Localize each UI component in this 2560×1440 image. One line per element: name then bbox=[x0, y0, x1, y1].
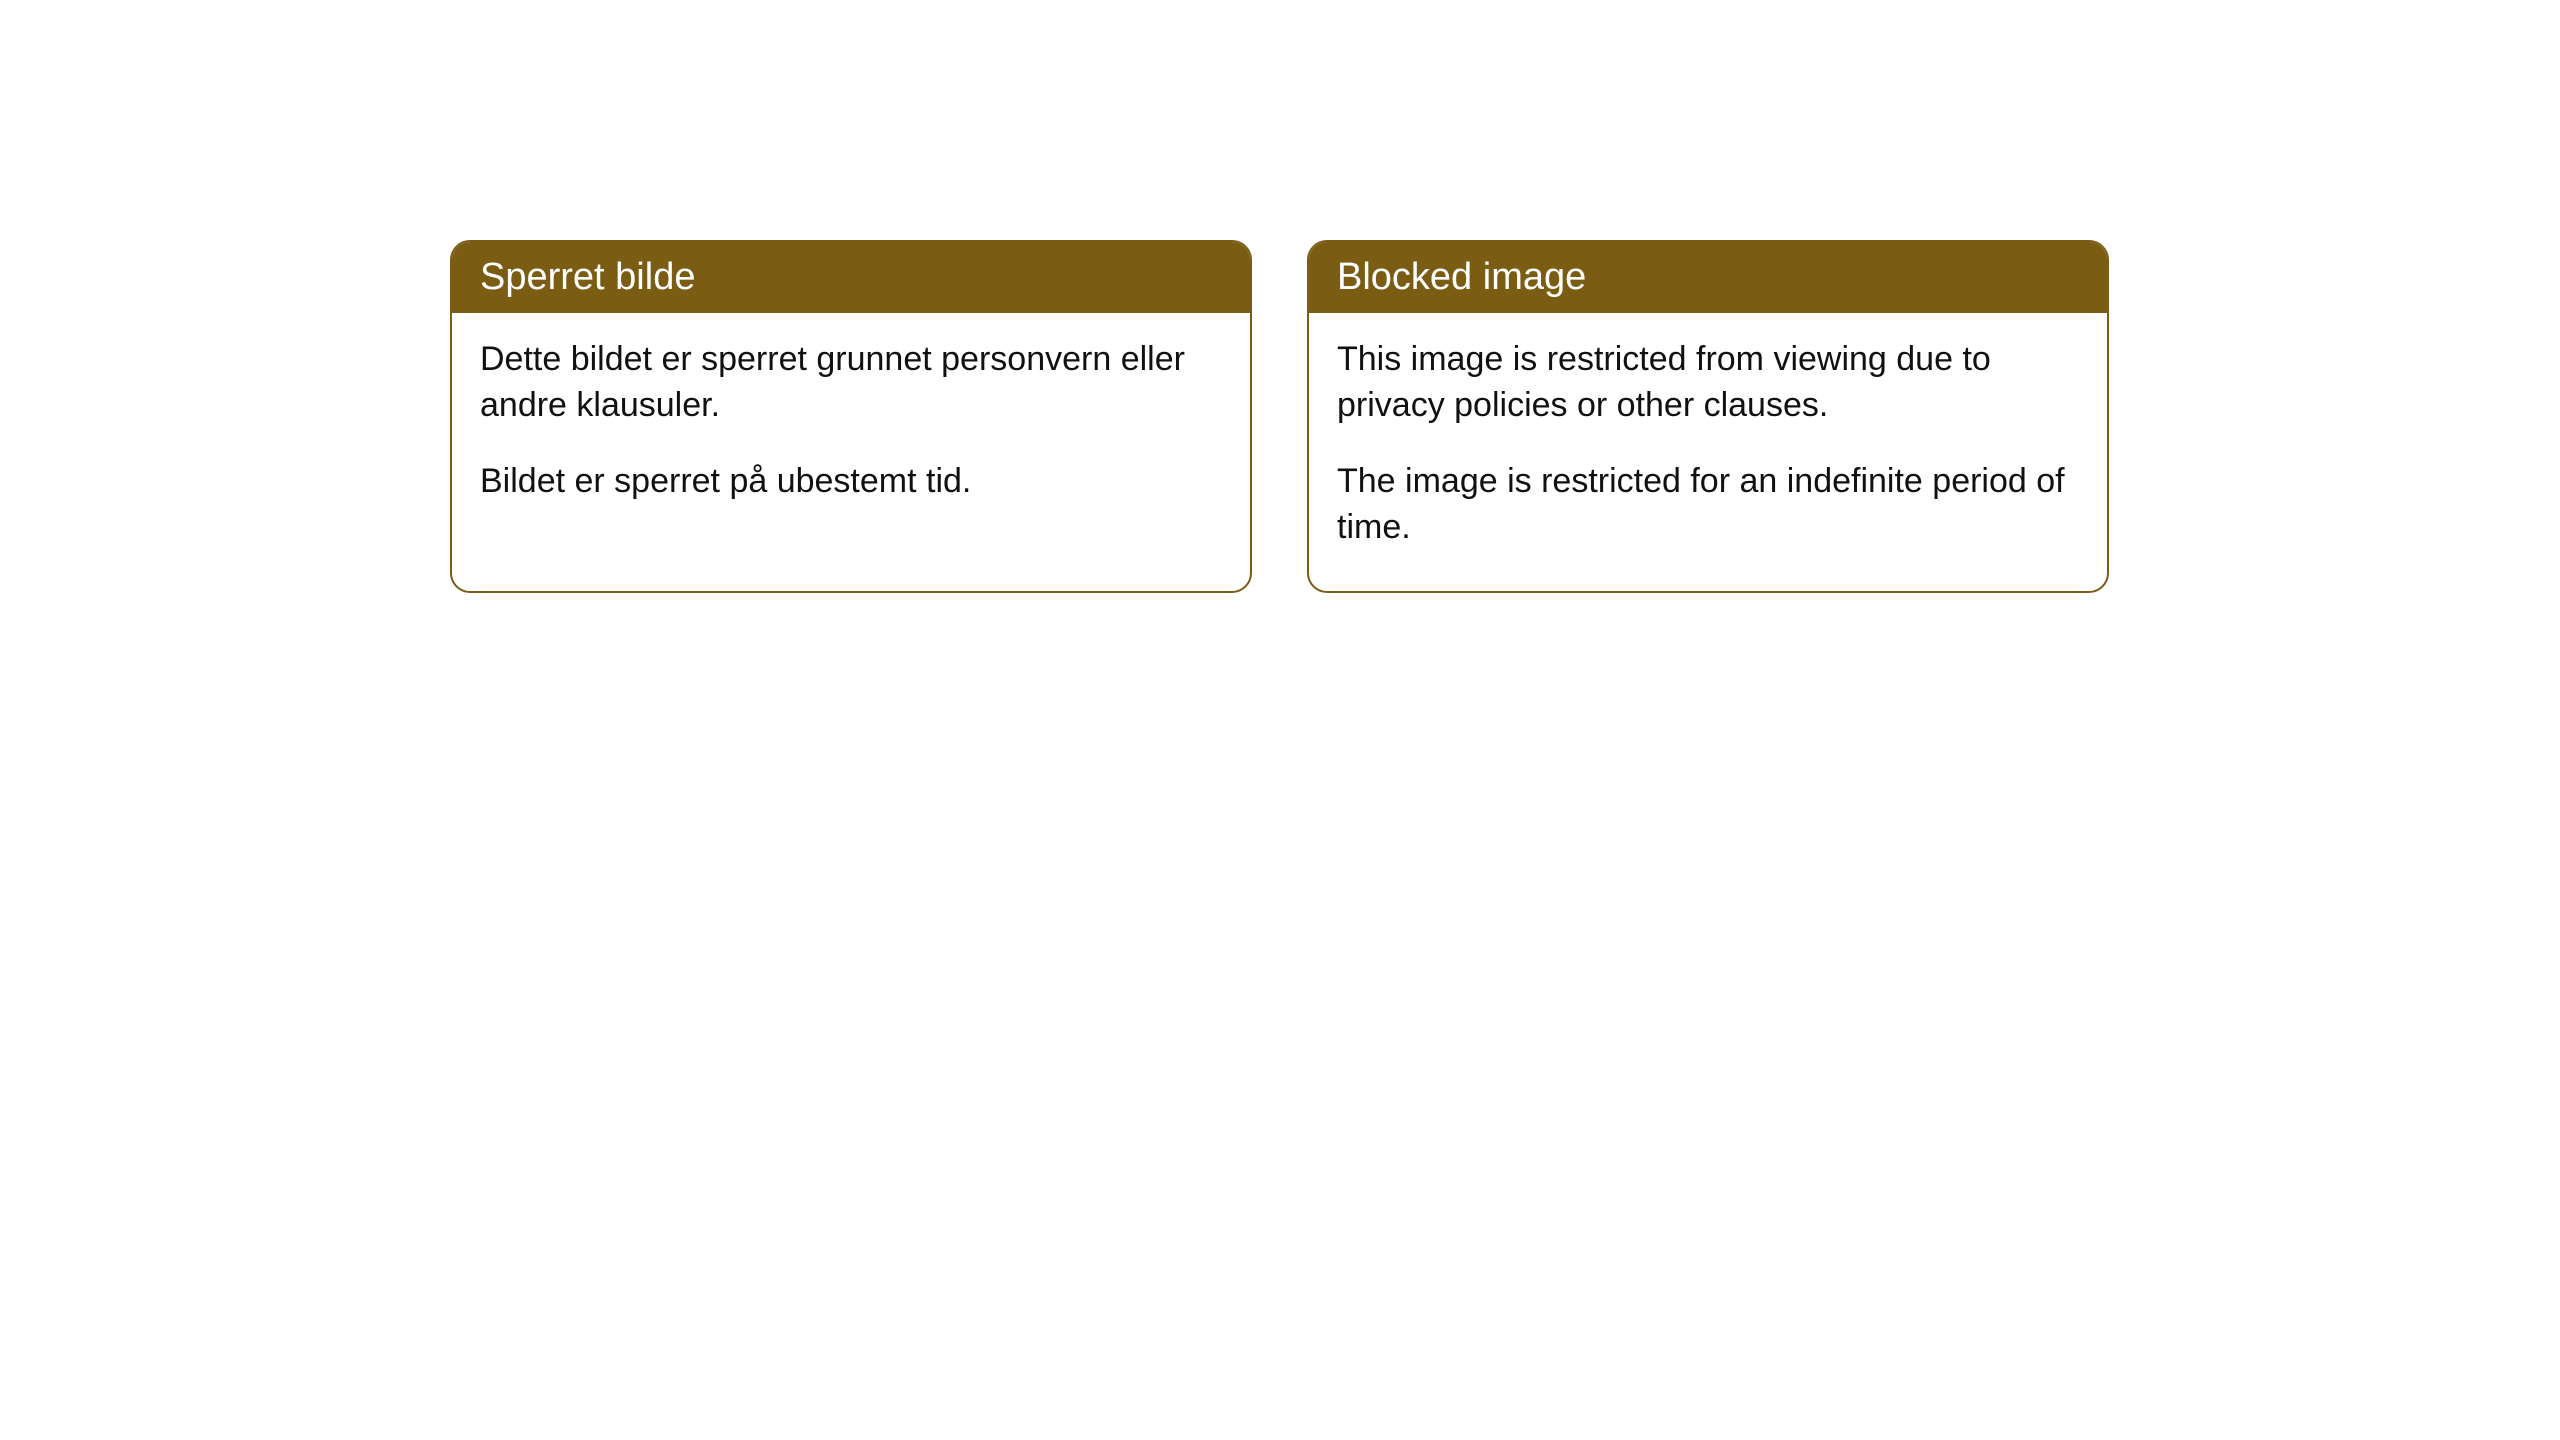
notice-card-title-nb: Sperret bilde bbox=[480, 256, 695, 298]
notice-card-header-nb: Sperret bilde bbox=[452, 242, 1250, 313]
notice-card-para1-nb: Dette bildet er sperret grunnet personve… bbox=[480, 337, 1222, 429]
notice-card-body-en: This image is restricted from viewing du… bbox=[1309, 313, 2107, 591]
notice-cards-container: Sperret bilde Dette bildet er sperret gr… bbox=[450, 240, 2560, 593]
notice-card-nb: Sperret bilde Dette bildet er sperret gr… bbox=[450, 240, 1252, 593]
notice-card-title-en: Blocked image bbox=[1337, 256, 1586, 298]
notice-card-para2-en: The image is restricted for an indefinit… bbox=[1337, 459, 2079, 551]
notice-card-en: Blocked image This image is restricted f… bbox=[1307, 240, 2109, 593]
spacer bbox=[1337, 429, 2079, 459]
notice-card-body-nb: Dette bildet er sperret grunnet personve… bbox=[452, 313, 1250, 545]
notice-card-para2-nb: Bildet er sperret på ubestemt tid. bbox=[480, 459, 1222, 505]
notice-card-para1-en: This image is restricted from viewing du… bbox=[1337, 337, 2079, 429]
spacer bbox=[480, 429, 1222, 459]
notice-card-header-en: Blocked image bbox=[1309, 242, 2107, 313]
